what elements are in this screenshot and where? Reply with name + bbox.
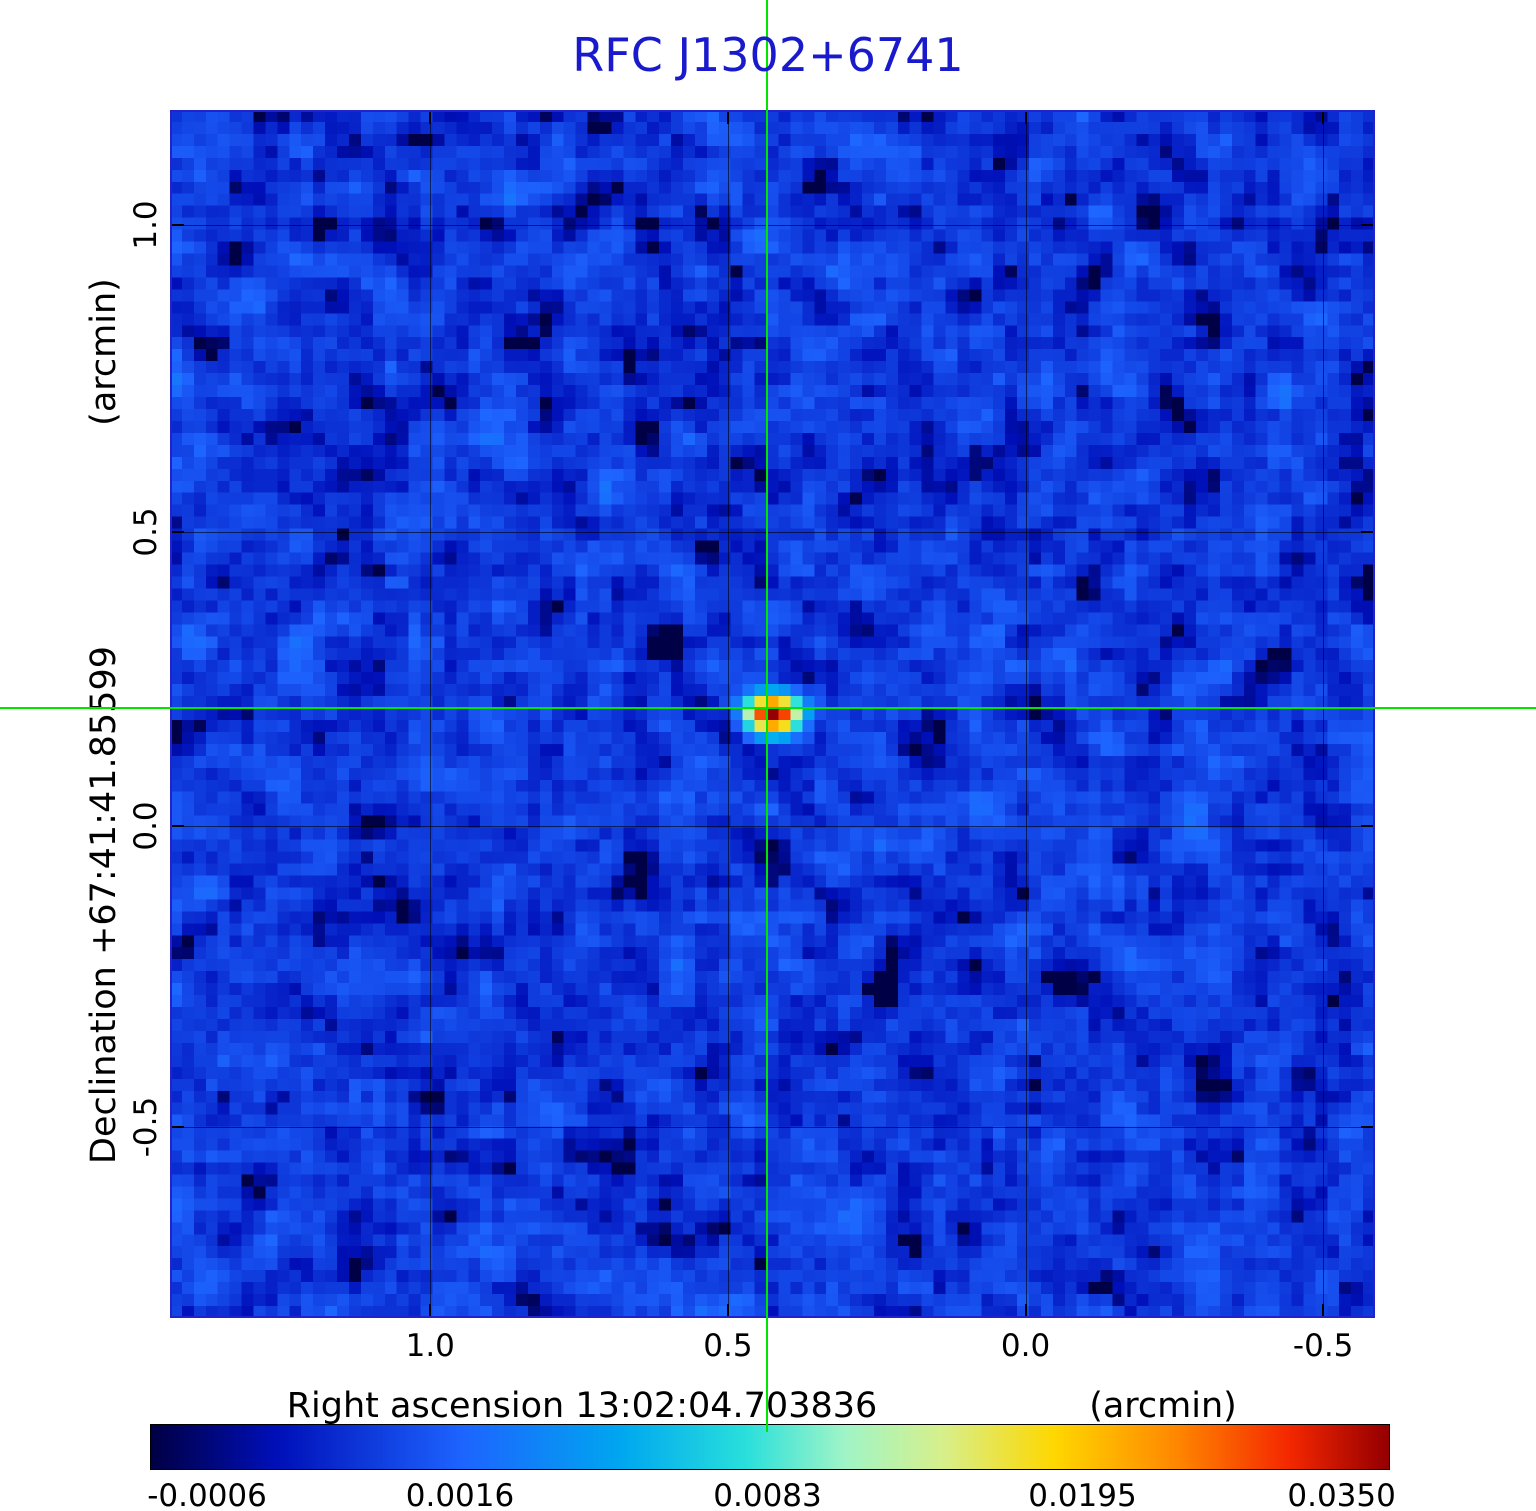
- colorbar-tick-label: 0.0195: [1028, 1478, 1137, 1511]
- x-axis-unit-label: (arcmin): [1089, 1386, 1237, 1426]
- x-tick-label: 0.0: [1000, 1328, 1051, 1364]
- axis-tick-mark: [1322, 1304, 1325, 1318]
- axis-tick-mark: [429, 110, 432, 124]
- heatmap-canvas: [170, 110, 1375, 1318]
- axis-tick-mark: [1361, 223, 1375, 226]
- y-tick-label: 1.0: [128, 200, 164, 250]
- axis-tick-mark: [170, 223, 184, 226]
- axis-tick-mark: [1361, 530, 1375, 533]
- axis-tick-mark: [1361, 1126, 1375, 1129]
- colorbar-tick-label: 0.0350: [1287, 1478, 1396, 1511]
- y-axis-title: Declination +67:41:41.85599: [84, 646, 124, 1164]
- gridline-horizontal: [170, 224, 1375, 226]
- colorbar-tick-label: 0.0016: [405, 1478, 515, 1511]
- axis-tick-mark: [429, 1304, 432, 1318]
- axis-tick-mark: [1024, 1304, 1027, 1318]
- y-tick-label: 0.0: [128, 801, 164, 851]
- colorbar-tick-label: 0.0083: [713, 1478, 822, 1511]
- y-axis-unit-label: (arcmin): [84, 278, 124, 426]
- crosshair-horizontal-line: [0, 706, 1536, 709]
- gridline-horizontal: [170, 1127, 1375, 1129]
- gridline-vertical: [1025, 110, 1027, 1318]
- colorbar-canvas: [151, 1425, 1389, 1469]
- axis-tick-mark: [1024, 110, 1027, 124]
- y-tick-label: -0.5: [128, 1096, 164, 1158]
- x-tick-label: 1.0: [405, 1328, 455, 1364]
- axis-tick-mark: [170, 1126, 184, 1129]
- gridline-horizontal: [170, 826, 1375, 828]
- colorbar: [150, 1424, 1390, 1470]
- x-tick-label: -0.5: [1292, 1328, 1354, 1364]
- gridline-vertical: [727, 110, 729, 1318]
- gridline-horizontal: [170, 531, 1375, 533]
- image-panel: [170, 110, 1375, 1318]
- chart-title: RFC J1302+6741: [572, 28, 964, 82]
- axis-tick-mark: [1361, 825, 1375, 828]
- x-tick-label: 0.5: [703, 1328, 753, 1364]
- gridline-vertical: [430, 110, 432, 1318]
- gridline-vertical: [1323, 110, 1325, 1318]
- x-axis-title: Right ascension 13:02:04.703836: [286, 1386, 878, 1426]
- axis-tick-mark: [170, 530, 184, 533]
- axis-tick-mark: [726, 110, 729, 124]
- axis-tick-mark: [726, 1304, 729, 1318]
- grid-overlay: [170, 110, 1375, 1318]
- crosshair-vertical-line: [766, 0, 769, 1432]
- axis-tick-mark: [170, 825, 184, 828]
- colorbar-tick-label: -0.0006: [147, 1478, 267, 1511]
- plot-frame: [170, 110, 1375, 1318]
- y-tick-label: 0.5: [128, 506, 164, 557]
- axis-tick-mark: [1322, 110, 1325, 124]
